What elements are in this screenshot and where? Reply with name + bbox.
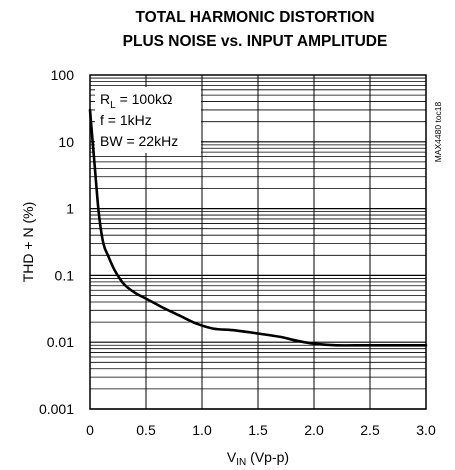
x-axis-label-main: V xyxy=(227,449,237,465)
condition-load-value: = 100kΩ xyxy=(116,91,173,107)
condition-frequency: f = 1kHz xyxy=(100,112,152,128)
condition-bandwidth: BW = 22kHz xyxy=(100,133,178,149)
x-tick-label: 0.5 xyxy=(136,422,156,438)
conditions-background xyxy=(95,87,201,153)
condition-load: RL = 100kΩ xyxy=(100,91,172,111)
condition-load-symbol: R xyxy=(100,91,110,107)
x-tick-label: 2.0 xyxy=(304,422,324,438)
plot-frame xyxy=(89,74,427,410)
chart-title-line-1: TOTAL HARMONIC DISTORTION xyxy=(135,9,374,26)
x-tick-label: 3.0 xyxy=(416,422,436,438)
y-tick-label: 0.1 xyxy=(55,267,75,283)
y-axis-label: THD + N (%) xyxy=(20,202,36,283)
y-tick-label: 10 xyxy=(58,134,74,150)
x-axis-label-subscript: IN xyxy=(236,457,246,468)
x-tick-label: 0 xyxy=(86,422,94,438)
x-axis-label-units: (Vp-p) xyxy=(246,449,289,465)
part-number-tag: MAX4480 toc18 xyxy=(433,101,443,162)
x-tick-label: 1.5 xyxy=(248,422,268,438)
condition-load-subscript: L xyxy=(110,100,116,111)
grid xyxy=(89,75,427,410)
x-tick-label: 1.0 xyxy=(192,422,212,438)
x-tick-label: 2.5 xyxy=(360,422,380,438)
y-tick-label: 0.01 xyxy=(47,334,74,350)
thd-curve xyxy=(88,108,428,347)
y-tick-label: 0.001 xyxy=(39,401,74,417)
tick-labels: 0 0.5 1.0 1.5 2.0 2.5 3.0 0.001 0.01 0.1 1 10 100 xyxy=(39,67,436,438)
y-tick-label: 1 xyxy=(66,201,74,217)
chart-title-line-2: PLUS NOISE vs. INPUT AMPLITUDE xyxy=(123,33,388,50)
y-tick-label: 100 xyxy=(51,67,75,83)
conditions-box: RL = 100kΩ f = 1kHz BW = 22kHz xyxy=(95,87,201,153)
x-axis-label: VIN (Vp-p) xyxy=(227,449,289,468)
